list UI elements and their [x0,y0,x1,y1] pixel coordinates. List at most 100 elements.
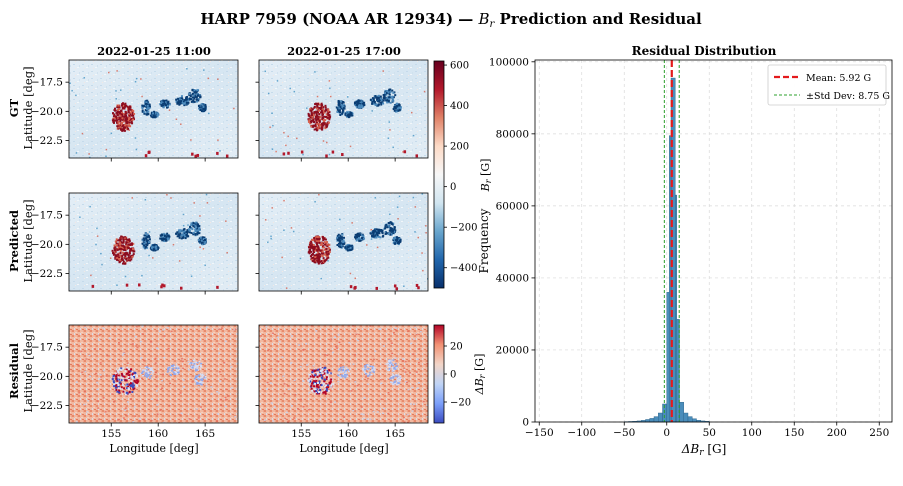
column-title-1: 2022-01-25 11:00 [97,44,211,58]
histogram-legend: Mean: 5.92 G ±Std Dev: 8.75 G [767,64,890,106]
map-gt-2 [255,59,429,162]
row-label-gt-ylabel: Latitude [deg] [21,66,35,149]
colorbar-residual-ticks: 20 0 −20 [444,342,471,409]
colorbar-tick-label: 20 [450,342,463,353]
colorbar-tick-label: 0 [450,370,456,381]
map-predicted-2 [255,192,429,295]
histogram-y-tick-label: 80000 [496,128,529,140]
histogram-y-tick-label: 100000 [489,56,529,68]
histogram-x-tick-label: 200 [827,427,847,439]
histogram-bar [658,412,663,423]
map-x-tick-label: 165 [385,428,405,440]
colorbar-residual-label-unit: [G] [473,354,486,375]
histogram-xlabel-sub: r [699,448,704,458]
map-panels: −17.5 −20.0 −22.5 −17.5 −20.0 −22.5 155 160 165 −… [31,59,429,440]
colorbar-residual: 20 0 −20 ΔBr [G] [433,324,487,424]
histogram-y-tick-label: 20000 [496,344,529,356]
map-xlabel-2: Longitude [deg] [299,442,388,455]
row-label-residual: Residual Latitude [deg] [7,329,35,412]
row-label-predicted: Predicted Latitude [deg] [7,199,35,282]
histogram-bar [687,416,693,423]
map-y-tick-label: −17.5 [31,342,63,354]
histogram-x-tick-label: 250 [869,427,889,439]
histogram-y-tick-label: 60000 [496,200,529,212]
histogram-bar [669,135,672,423]
colorbar-tick-label: 0 [450,182,456,193]
legend-box [767,64,887,106]
colorbar-residual-label-var: ΔB [473,378,486,395]
histogram-reference-lines [663,60,680,422]
map-frame [68,192,239,292]
colorbar-tick-label: 600 [450,61,469,72]
histogram-x-tick-label: −50 [613,427,635,439]
row-label-predicted-name: Predicted [7,210,21,272]
histogram-xlabel-unit: [G] [704,442,727,456]
map-residual-2: 155 160 165 [255,324,429,440]
colorbar-residual-gradient [433,324,445,424]
histogram-bar [683,412,689,423]
map-y-tick-label: −17.5 [31,77,63,89]
row-label-residual-ylabel: Latitude [deg] [21,329,35,412]
map-x-tick-label: 160 [338,428,358,440]
legend-mean-label: Mean: 5.92 G [806,73,871,84]
map-x-tick-label: 155 [291,428,311,440]
map-x-tick-label: 155 [101,428,121,440]
map-x-tick-label: 165 [195,428,215,440]
histogram-x-tick-label: 50 [703,427,716,439]
map-y-tick-label: −20.0 [31,371,63,383]
histogram-grid [535,60,892,423]
histogram-bar [649,418,655,423]
row-label-predicted-ylabel: Latitude [deg] [21,199,35,282]
colorbar-br-gradient [433,60,445,289]
map-frame [68,324,239,424]
histogram-frame [534,59,893,423]
histogram-ylabel: Frequency [477,208,491,273]
title-sub: r [490,19,496,30]
colorbar-br: 600 400 200 0 −200 −400 Br [G] [433,60,493,289]
histogram-x-tick-label: 100 [742,427,762,439]
title-suffix: Prediction and Residual [494,10,702,28]
map-y-tick-label: −22.5 [31,268,63,280]
histogram-bar [675,194,677,423]
map-y-tick-label: −20.0 [31,106,63,118]
map-xlabel-1: Longitude [deg] [109,442,198,455]
row-label-residual-name: Residual [7,342,21,399]
histogram-title: Residual Distribution [632,44,777,58]
colorbar-tick-label: −20 [450,398,471,409]
map-frame [258,192,429,292]
map-gt-1: −17.5 −20.0 −22.5 [31,59,239,162]
row-label-gt-name: GT [7,98,21,117]
colorbar-tick-label: 400 [450,101,469,112]
map-x-tick-label: 160 [148,428,168,440]
map-predicted-1: −17.5 −20.0 −22.5 [31,192,239,295]
colorbar-br-label-var: B [479,183,492,192]
histogram-x-tick-label: 150 [784,427,804,439]
map-y-tick-label: −22.5 [31,135,63,147]
colorbar-br-ticks: 600 400 200 0 −200 −400 [444,61,477,274]
histogram-bar [679,401,684,423]
histogram-bar [653,416,659,423]
histogram-x-tick-label: −150 [525,427,554,439]
histogram-x-tick-label: 0 [663,427,670,439]
map-y-tick-label: −17.5 [31,210,63,222]
title-var: B [478,10,490,28]
legend-std-label: ±Std Dev: 8.75 G [806,91,890,102]
histogram-xlabel-var: ΔB [681,442,700,456]
map-background [69,325,238,423]
colorbar-residual-label: ΔBr [G] [473,354,487,396]
map-frame [68,59,239,159]
map-residual-1: 155 160 165 −17.5 −20.0 −22.5 [31,324,239,440]
histogram-y-tick-label: 0 [522,417,529,429]
colorbar-br-label-unit: [G] [479,159,492,180]
histogram: Residual Distribution −150 −100 −50 0 50 100 1… [477,44,893,458]
figure-title: HARP 7959 (NOAA AR 12934) — Br Predictio… [200,10,702,30]
colorbar-tick-label: −400 [450,263,477,274]
map-frame [258,324,429,424]
histogram-bar [692,418,697,423]
colorbar-tick-label: 200 [450,142,469,153]
histogram-y-ticks: 0 20000 40000 60000 80000 100000 [489,56,535,429]
histogram-xlabel: ΔBr [G] [681,442,727,458]
histogram-x-tick-label: −100 [567,427,596,439]
colorbar-br-label: Br [G] [479,159,493,193]
